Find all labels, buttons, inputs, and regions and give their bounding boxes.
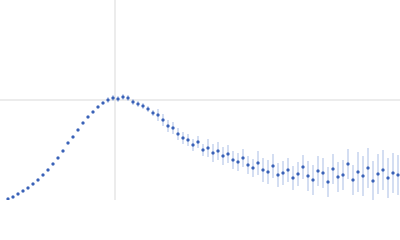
point — [66, 141, 70, 145]
point — [106, 98, 110, 102]
point — [341, 173, 345, 177]
point — [271, 164, 275, 168]
point — [156, 113, 160, 117]
point — [311, 178, 315, 182]
point — [121, 95, 125, 99]
point — [226, 152, 230, 156]
point — [386, 176, 390, 180]
point — [16, 192, 20, 196]
point — [351, 178, 355, 182]
point — [251, 166, 255, 170]
page: {"chart_data": {"type": "scatter", "colo… — [0, 0, 400, 200]
point — [221, 154, 225, 158]
point — [41, 173, 45, 177]
point — [31, 182, 35, 186]
point — [211, 151, 215, 155]
point — [151, 111, 155, 115]
point — [36, 178, 40, 182]
point — [256, 161, 260, 165]
point — [11, 195, 15, 199]
point — [26, 186, 30, 190]
point — [101, 101, 105, 105]
point — [146, 107, 150, 111]
point — [181, 136, 185, 140]
point — [366, 166, 370, 170]
point — [321, 171, 325, 175]
point — [361, 174, 365, 178]
chart — [0, 0, 400, 200]
point — [396, 173, 400, 177]
point — [161, 118, 165, 122]
point — [326, 180, 330, 184]
point — [236, 160, 240, 164]
point — [266, 170, 270, 174]
point — [336, 175, 340, 179]
point — [141, 104, 145, 108]
point — [276, 173, 280, 177]
point — [381, 168, 385, 172]
point — [116, 97, 120, 101]
point — [346, 162, 350, 166]
point — [281, 171, 285, 175]
point — [21, 189, 25, 193]
point — [81, 121, 85, 125]
point — [86, 115, 90, 119]
point — [91, 110, 95, 114]
point — [376, 172, 380, 176]
point — [331, 167, 335, 171]
point — [216, 149, 220, 153]
point — [391, 171, 395, 175]
point — [296, 172, 300, 176]
point — [191, 143, 195, 147]
point — [126, 96, 130, 100]
point — [301, 165, 305, 169]
point — [131, 100, 135, 104]
point — [231, 158, 235, 162]
point — [71, 135, 75, 139]
point — [76, 128, 80, 132]
point — [46, 168, 50, 172]
point — [111, 96, 115, 100]
point — [56, 156, 60, 160]
point — [356, 170, 360, 174]
point — [201, 148, 205, 152]
point — [246, 163, 250, 167]
point — [171, 126, 175, 130]
point — [241, 156, 245, 160]
point — [286, 168, 290, 172]
point — [291, 176, 295, 180]
point — [51, 162, 55, 166]
point — [196, 140, 200, 144]
point — [371, 179, 375, 183]
point — [136, 102, 140, 106]
point — [6, 197, 10, 200]
point — [316, 169, 320, 173]
point — [176, 132, 180, 136]
point — [96, 105, 100, 109]
point — [166, 124, 170, 128]
point — [61, 149, 65, 153]
point — [186, 138, 190, 142]
point — [261, 168, 265, 172]
point — [306, 174, 310, 178]
point — [206, 146, 210, 150]
